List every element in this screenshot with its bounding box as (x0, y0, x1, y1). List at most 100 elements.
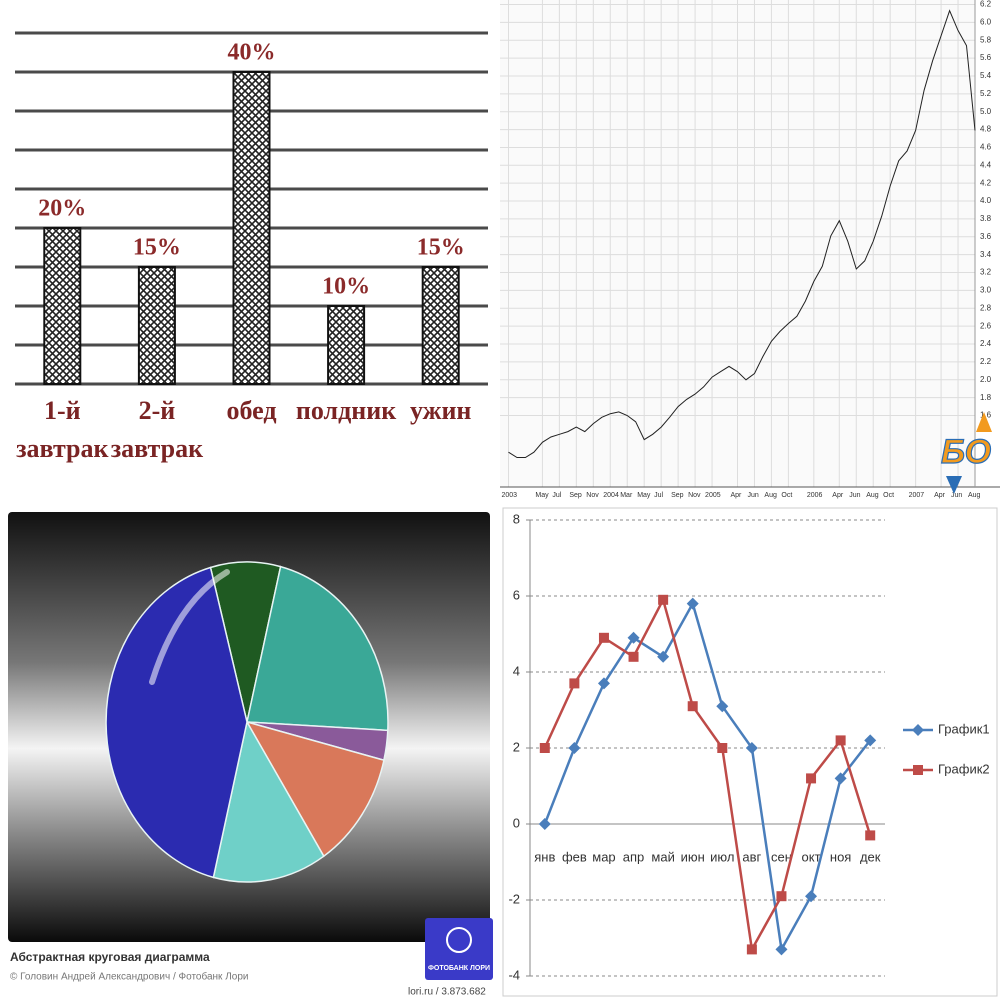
y-tick-label: 2.8 (980, 303, 992, 312)
y-tick-label: -2 (508, 891, 520, 906)
series-line (543, 600, 872, 954)
x-tick-label: Apr (934, 492, 946, 499)
point (716, 700, 729, 713)
y-tick-label: 4.2 (980, 178, 992, 187)
value-label: 40% (228, 40, 276, 66)
x-tick-label: фев (562, 849, 587, 864)
point (686, 597, 699, 610)
pie-slice (212, 719, 325, 883)
logo-icon (446, 927, 472, 953)
point (776, 891, 787, 902)
y-tick-label: 5.8 (980, 35, 992, 44)
point (569, 678, 580, 689)
y-tick-label: 1.6 (980, 411, 992, 420)
point (864, 734, 877, 747)
y-tick-label: 6.2 (980, 0, 992, 9)
x-tick-label: май (651, 849, 674, 864)
point (687, 701, 698, 712)
x-tick-label: Jul (654, 492, 663, 499)
x-tick-label: Aug (968, 492, 981, 499)
x-tick-label: May (535, 492, 549, 499)
series-line (543, 596, 872, 954)
x-tick-label: Oct (883, 492, 894, 499)
x-tick-label: ужин (409, 396, 472, 425)
logo: БО (941, 433, 991, 471)
x-tick-label: обед (226, 396, 277, 425)
x-tick-label: полдник (295, 396, 397, 425)
point (835, 735, 846, 746)
caption-title: Абстрактная круговая диаграмма (10, 950, 210, 964)
logo-box (425, 918, 493, 980)
x-tick-label: Apr (832, 492, 844, 499)
x-tick-label: Nov (586, 492, 599, 499)
x-tick-label: окт (802, 849, 821, 864)
legend-marker (912, 724, 924, 736)
pie-slice (246, 565, 389, 732)
x-tick-label: 2004 (603, 492, 619, 499)
y-tick-label: 3.4 (980, 250, 992, 259)
x-tick-label: May (637, 492, 651, 499)
x-tick-label: Sep (671, 492, 684, 499)
bar (327, 305, 366, 385)
price-line (508, 9, 976, 458)
point (628, 651, 639, 662)
y-tick-label: 5.2 (980, 89, 992, 98)
x-tick-label: дек (860, 849, 881, 864)
x-tick-label: мар (592, 849, 615, 864)
x-tick-label: 2006 (807, 492, 823, 499)
value-label: 15% (417, 235, 465, 261)
pie-gloss (149, 569, 230, 685)
x-tick-label: Apr (731, 492, 743, 499)
point (657, 650, 670, 663)
pie-slice (105, 566, 248, 879)
legend-label: График2 (938, 761, 990, 776)
x-tick-label: июн (681, 849, 705, 864)
x-tick-label: Mar (620, 492, 633, 499)
x-tick-label: 2007 (909, 492, 925, 499)
y-tick-label: -4 (508, 967, 520, 982)
y-tick-label: 5.0 (980, 107, 992, 116)
y-tick-label: 4.6 (980, 143, 992, 152)
y-tick-label: 2.0 (980, 375, 992, 384)
point (805, 890, 818, 903)
point (865, 830, 876, 841)
y-tick-label: 4.0 (980, 196, 992, 205)
y-tick-label: 1.8 (980, 393, 992, 402)
y-tick-label: 2.2 (980, 357, 992, 366)
x-tick-label: Oct (781, 492, 792, 499)
x-tick-label: Jun (951, 492, 962, 499)
y-tick-label: 5.6 (980, 53, 992, 62)
point (568, 742, 581, 754)
x-tick-label: Jun (747, 492, 758, 499)
caption-credit: © Головин Андрей Александрович / Фотобан… (10, 971, 248, 983)
bar (43, 227, 82, 385)
point (806, 773, 817, 784)
legend-label: График1 (938, 721, 990, 736)
x-tick-label: Aug (866, 492, 879, 499)
y-tick-label: 2.4 (980, 339, 992, 348)
caption-ref: lori.ru / 3.873.682 (408, 987, 486, 998)
bar (421, 266, 460, 385)
x-tick-label: 1-й завтрак (16, 396, 109, 463)
x-tick-label: янв (534, 849, 555, 864)
y-tick-label: 0 (513, 815, 520, 830)
pie-slice (245, 720, 385, 858)
x-tick-label: Jun (849, 492, 860, 499)
point (598, 632, 609, 643)
x-tick-label: Jul (552, 492, 561, 499)
y-tick-label: 4.4 (980, 160, 992, 169)
y-tick-label: 3.2 (980, 268, 992, 277)
x-tick-label: 2-й завтрак (110, 396, 204, 463)
logo-arrow-down (946, 476, 962, 494)
y-tick-label: 3.6 (980, 232, 992, 241)
bar (232, 71, 271, 385)
point (658, 594, 669, 605)
bar (137, 266, 176, 385)
x-tick-label: 2005 (705, 492, 721, 499)
point (597, 677, 610, 690)
y-tick-label: 3.0 (980, 286, 992, 295)
logo-text: ФОТОБАНК ЛОРИ (428, 965, 490, 972)
value-label: 20% (38, 196, 86, 222)
point (775, 943, 788, 956)
x-tick-label: Aug (764, 492, 777, 499)
